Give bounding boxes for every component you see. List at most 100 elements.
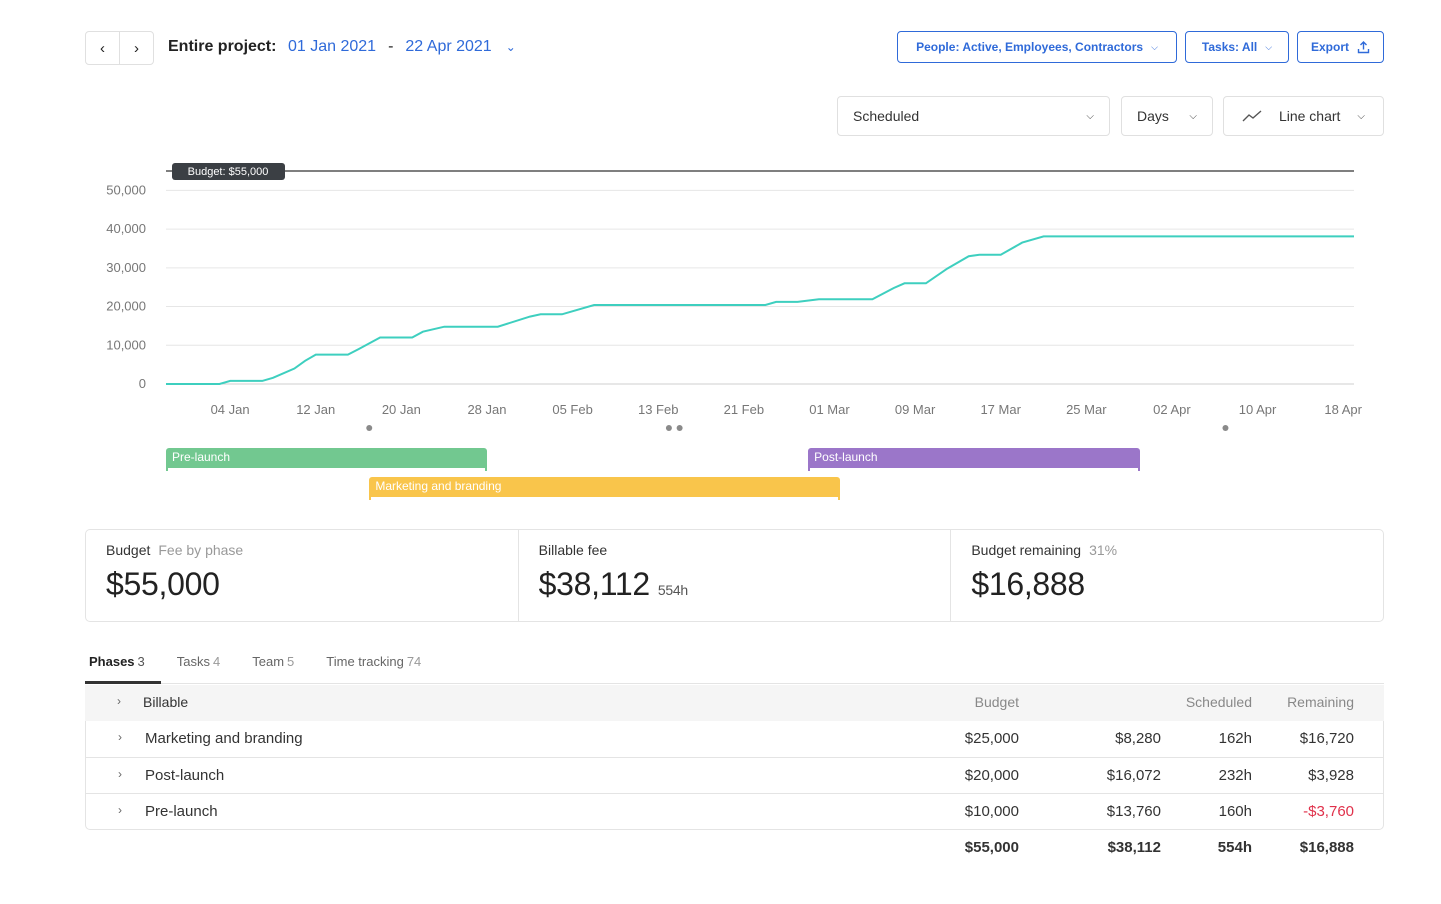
y-tick-label: 30,000 bbox=[106, 260, 146, 275]
tab-bar: Phases 3 Tasks 4 Team 5 Time tracking 74 bbox=[85, 650, 1384, 684]
date-end[interactable]: 22 Apr 2021 bbox=[405, 38, 492, 55]
x-tick-label: 21 Feb bbox=[724, 402, 764, 417]
total-budget: $55,000 bbox=[964, 839, 1019, 856]
summary-cards: Budget Fee by phase $55,000 Billable fee … bbox=[85, 529, 1384, 622]
billable-card: Billable fee $38,112 554h bbox=[517, 530, 951, 621]
phase-remaining: -$3,760 bbox=[1303, 803, 1354, 820]
billable-label: Billable fee bbox=[538, 542, 608, 558]
people-filter-label: People: Active, Employees, Contractors bbox=[916, 40, 1144, 54]
phase-remaining: $3,928 bbox=[1308, 767, 1354, 784]
tab-label: Phases bbox=[89, 654, 135, 669]
tab-team[interactable]: Team 5 bbox=[236, 650, 310, 684]
phase-bar[interactable]: Post-launch bbox=[808, 448, 1140, 471]
phase-budget: $25,000 bbox=[964, 730, 1019, 747]
budget-card: Budget Fee by phase $55,000 bbox=[86, 530, 518, 621]
people-filter-button[interactable]: People: Active, Employees, Contractors ⌵ bbox=[897, 31, 1177, 63]
x-tick-label: 17 Mar bbox=[980, 402, 1021, 417]
y-tick-label: 10,000 bbox=[106, 337, 146, 352]
chevron-down-icon: ⌵ bbox=[1189, 110, 1197, 122]
chevron-down-icon: ⌵ bbox=[1357, 110, 1365, 122]
chart-type-select[interactable]: Line chart ⌵ bbox=[1223, 96, 1384, 136]
total-hours: 554h bbox=[1217, 839, 1252, 856]
tab-count: 4 bbox=[213, 654, 221, 669]
billable-hours: 554h bbox=[657, 582, 688, 598]
phase-bar[interactable]: Marketing and branding bbox=[369, 477, 841, 500]
interval-select[interactable]: Days ⌵ bbox=[1121, 96, 1213, 136]
phases-table: › Marketing and branding $25,000 $8,280 … bbox=[85, 721, 1384, 830]
tab-count: 74 bbox=[406, 654, 422, 669]
remaining-percent: 31% bbox=[1089, 542, 1118, 558]
date-separator: - bbox=[388, 38, 394, 55]
billable-value: $38,112 bbox=[538, 566, 651, 602]
tab-phases[interactable]: Phases 3 bbox=[85, 650, 161, 684]
y-tick-label: 20,000 bbox=[106, 299, 146, 314]
chevron-right-icon[interactable]: › bbox=[118, 803, 122, 817]
event-marker bbox=[665, 425, 672, 431]
chevron-down-icon[interactable]: ⌄ bbox=[505, 40, 516, 54]
column-remaining: Remaining bbox=[1287, 694, 1354, 710]
phase-budget: $10,000 bbox=[964, 803, 1019, 820]
budget-badge bbox=[172, 163, 285, 180]
column-budget: Budget bbox=[974, 694, 1019, 710]
total-fee: $38,112 bbox=[1107, 839, 1161, 856]
phase-bar[interactable]: Pre-launch bbox=[166, 448, 488, 471]
x-tick-label: 04 Jan bbox=[211, 402, 250, 417]
tasks-filter-label: Tasks: All bbox=[1201, 40, 1258, 54]
upload-icon bbox=[1357, 40, 1370, 53]
scheduled-line-chart: 0 10,000 20,000 30,000 40,000 50,000 Budget: $… bbox=[106, 163, 1363, 431]
tab-time-tracking[interactable]: Time tracking 74 bbox=[310, 650, 437, 684]
x-tick-label: 02 Apr bbox=[1153, 402, 1191, 417]
chevron-left-icon: ‹ bbox=[100, 39, 105, 57]
table-row[interactable]: › Marketing and branding $25,000 $8,280 … bbox=[86, 721, 1383, 757]
x-tick-label: 18 Apr bbox=[1324, 402, 1362, 417]
y-tick-label: 40,000 bbox=[106, 221, 146, 236]
phase-budget: $20,000 bbox=[964, 767, 1019, 784]
phase-hours: 232h bbox=[1218, 767, 1252, 784]
table-group-header[interactable]: › Billable Budget Scheduled Remaining bbox=[85, 685, 1384, 721]
interval-select-value: Days bbox=[1137, 108, 1169, 124]
prev-period-button[interactable]: ‹ bbox=[86, 32, 119, 64]
next-period-button[interactable]: › bbox=[119, 32, 153, 64]
event-marker bbox=[366, 425, 373, 431]
remaining-label: Budget remaining bbox=[971, 542, 1082, 558]
chevron-right-icon[interactable]: › bbox=[118, 730, 122, 744]
tab-count: 3 bbox=[137, 654, 145, 669]
x-tick-label: 05 Feb bbox=[552, 402, 592, 417]
x-tick-label: 09 Mar bbox=[895, 402, 936, 417]
group-title: Billable bbox=[143, 694, 189, 710]
chevron-right-icon[interactable]: › bbox=[117, 694, 121, 708]
tab-label: Time tracking bbox=[326, 654, 404, 669]
event-marker bbox=[676, 425, 683, 431]
x-tick-label: 12 Jan bbox=[296, 402, 335, 417]
tab-label: Tasks bbox=[176, 654, 211, 669]
metric-select[interactable]: Scheduled ⌵ bbox=[837, 96, 1110, 136]
x-tick-label: 01 Mar bbox=[809, 402, 850, 417]
budget-value: $55,000 bbox=[106, 566, 220, 602]
export-label: Export bbox=[1310, 40, 1349, 54]
line-chart-icon bbox=[1242, 110, 1262, 122]
y-tick-label: 50,000 bbox=[106, 182, 146, 197]
x-tick-label: 28 Jan bbox=[467, 402, 506, 417]
date-nav: ‹ › bbox=[85, 31, 154, 65]
tab-label: Team bbox=[252, 654, 285, 669]
date-start[interactable]: 01 Jan 2021 bbox=[288, 38, 377, 55]
chevron-down-icon: ⌵ bbox=[1151, 41, 1158, 52]
project-range-label: Entire project: bbox=[168, 38, 277, 55]
x-tick-label: 25 Mar bbox=[1066, 402, 1107, 417]
chevron-right-icon[interactable]: › bbox=[118, 767, 122, 781]
table-row[interactable]: › Post-launch $20,000 $16,072 232h $3,92… bbox=[86, 757, 1383, 793]
y-tick-label: 0 bbox=[139, 376, 146, 391]
column-scheduled: Scheduled bbox=[1185, 694, 1252, 710]
x-tick-label: 10 Apr bbox=[1239, 402, 1277, 417]
date-range-picker[interactable]: 01 Jan 2021 - 22 Apr 2021 ⌄ bbox=[288, 38, 516, 56]
chart-type-select-value: Line chart bbox=[1278, 108, 1341, 124]
x-tick-label: 13 Feb bbox=[638, 402, 678, 417]
phase-name: Post-launch bbox=[145, 767, 225, 784]
chevron-right-icon: › bbox=[134, 39, 139, 57]
phase-hours: 160h bbox=[1218, 803, 1252, 820]
table-row[interactable]: › Pre-launch $10,000 $13,760 160h -$3,76… bbox=[86, 793, 1383, 829]
tasks-filter-button[interactable]: Tasks: All ⌵ bbox=[1185, 31, 1289, 63]
phase-name: Pre-launch bbox=[145, 803, 218, 820]
tab-tasks[interactable]: Tasks 4 bbox=[161, 650, 236, 684]
export-button[interactable]: Export bbox=[1297, 31, 1384, 63]
